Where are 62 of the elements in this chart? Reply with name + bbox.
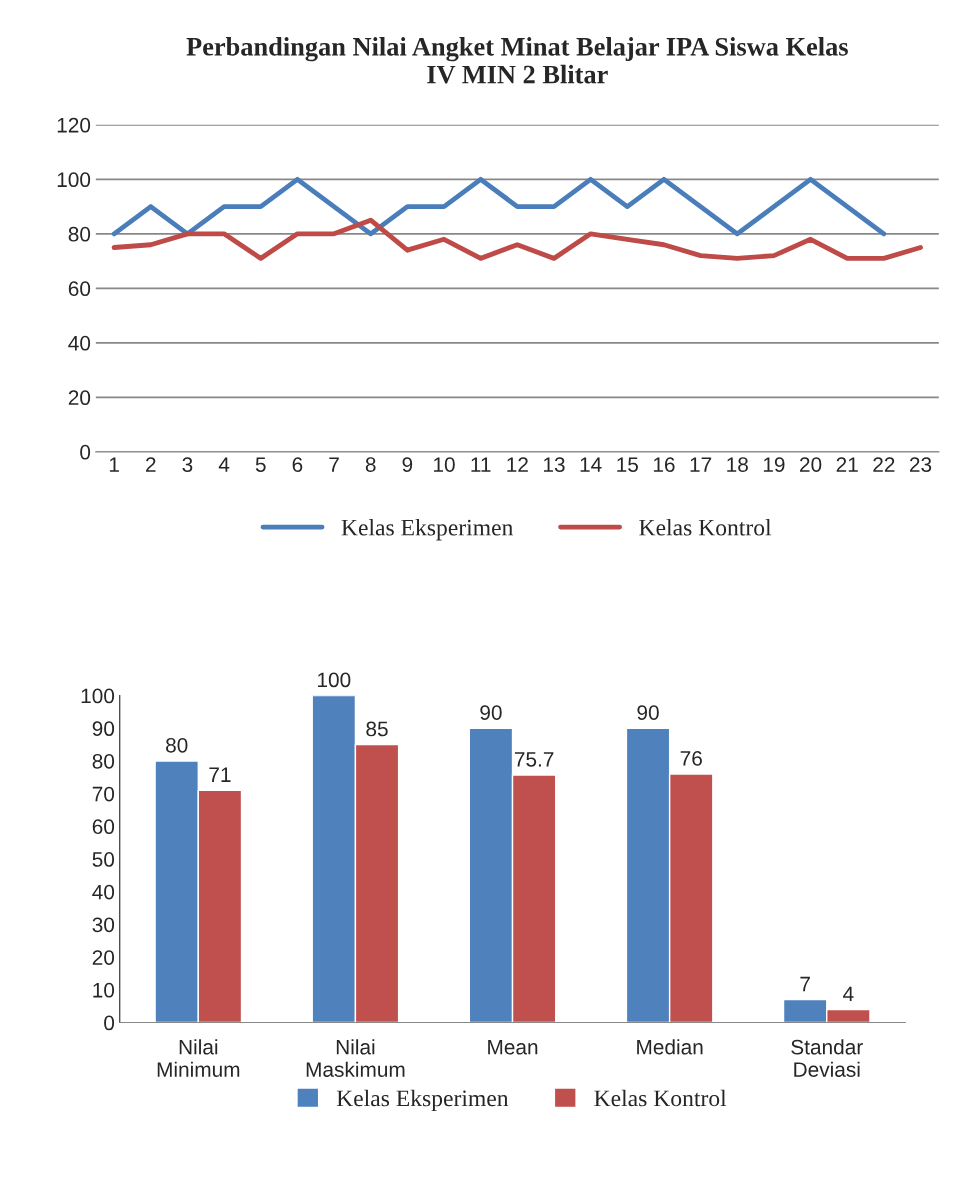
chart-title: Perbandingan Nilai Angket Minat Belajar IPA Siswa Kelas IV MIN 2 Blitar: [186, 37, 848, 84]
y-tick-label: 90: [92, 721, 115, 737]
line-series: [111, 217, 923, 261]
x-tick-label: 5: [255, 457, 266, 472]
legend-label: Kelas Kontrol: [594, 1089, 727, 1107]
y-tick-label: 100: [57, 172, 91, 188]
y-tick-label: 20: [68, 390, 91, 406]
x-tick-label: 18: [727, 457, 748, 472]
y-tick-label: 60: [92, 819, 115, 835]
y-tick-label: 0: [80, 444, 91, 460]
legend-label: Kelas Kontrol: [639, 518, 772, 536]
x-tick-label: Nilai Maskimum: [306, 1039, 405, 1077]
y-tick-label: 120: [57, 117, 91, 133]
x-tick-label: 2: [146, 457, 156, 472]
y-tick-label: 80: [92, 753, 115, 769]
y-tick-label: 40: [68, 335, 91, 351]
y-tick-label: 70: [92, 786, 115, 802]
data-label: 80: [166, 737, 188, 753]
data-label: 71: [209, 767, 231, 782]
y-tick-label: 20: [92, 950, 115, 965]
legend-label: Kelas Eksperimen: [341, 518, 514, 541]
x-tick-label: 22: [873, 457, 895, 472]
y-tick-label: 30: [92, 917, 115, 933]
data-label: 85: [366, 721, 388, 737]
y-tick-label: 80: [68, 226, 91, 242]
x-tick-label: 11: [471, 457, 491, 472]
legend-label: Kelas Eksperimen: [336, 1089, 509, 1112]
x-tick-label: 17: [690, 457, 712, 472]
x-tick-label: 16: [653, 457, 675, 472]
x-tick-label: 4: [218, 457, 230, 472]
x-tick-label: 13: [543, 457, 565, 472]
x-tick-label: 19: [763, 457, 785, 472]
x-tick-label: 8: [365, 457, 376, 472]
data-label: 76: [680, 751, 702, 766]
x-tick-label: 21: [836, 457, 858, 472]
data-label: 100: [318, 672, 351, 688]
y-tick-label: 0: [104, 1015, 115, 1031]
y-tick-label: 40: [92, 884, 115, 900]
x-tick-label: 14: [580, 457, 602, 472]
x-tick-label: 12: [507, 457, 528, 472]
x-tick-label: 9: [402, 457, 413, 472]
x-tick-label: Nilai Minimum: [157, 1039, 240, 1077]
y-tick-label: 100: [81, 688, 115, 704]
y-tick-label: 10: [93, 982, 115, 998]
data-label: 75.7: [514, 752, 554, 767]
data-label: 7: [800, 976, 810, 992]
x-tick-label: Median: [637, 1039, 703, 1055]
x-tick-label: Mean: [488, 1039, 538, 1055]
x-tick-label: 6: [292, 457, 303, 472]
data-label: 90: [637, 705, 659, 720]
x-tick-label: 23: [909, 457, 932, 472]
x-tick-label: 15: [617, 457, 638, 472]
y-tick-label: 50: [92, 852, 115, 867]
x-tick-label: 10: [434, 457, 455, 472]
data-label: 4: [843, 986, 854, 1001]
x-tick-label: 1: [109, 457, 119, 472]
x-tick-label: 3: [182, 457, 193, 472]
x-tick-label: 7: [329, 457, 339, 472]
data-label: 90: [480, 705, 502, 720]
y-tick-label: 60: [68, 281, 91, 297]
x-tick-label: Standar Deviasi: [791, 1039, 863, 1077]
x-tick-label: 20: [800, 457, 822, 472]
